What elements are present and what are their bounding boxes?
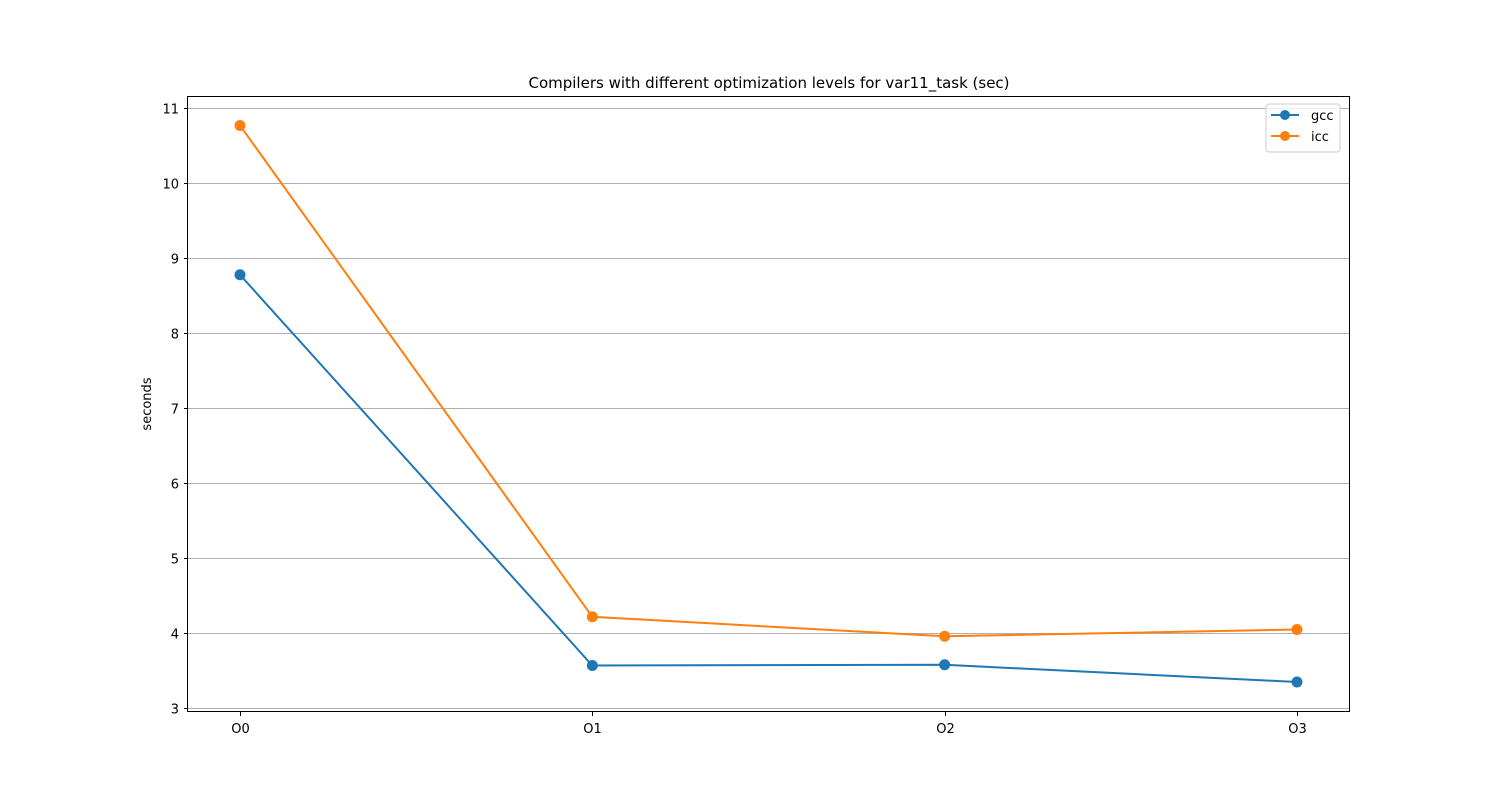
axes: 3 4 5 6 7 8 9 10 11 O0 O1 O2 O3	[162, 103, 1306, 738]
gridlines	[188, 108, 1350, 709]
data-point-gcc	[234, 269, 246, 281]
data-point-icc	[939, 630, 951, 642]
legend-marker-gcc	[1280, 110, 1290, 120]
series-line-gcc	[239, 274, 1298, 683]
y-axis-label: seconds	[140, 377, 155, 430]
x-tick-label: O0	[231, 722, 250, 737]
series-line-icc	[239, 124, 1298, 638]
data-point-icc	[234, 120, 246, 131]
legend-label-gcc: gcc	[1311, 109, 1334, 124]
legend-label-icc: icc	[1311, 130, 1329, 145]
y-tick-label: 10	[162, 178, 179, 193]
x-tick-label: O1	[583, 722, 602, 737]
y-tick-label: 4	[171, 628, 179, 643]
data-point-gcc	[939, 659, 951, 671]
data-point-icc	[586, 611, 598, 623]
y-tick-label: 3	[171, 703, 179, 718]
y-tick-label: 6	[171, 478, 179, 493]
x-tick-label: O2	[936, 722, 955, 737]
chart-title: Compilers with different optimization le…	[528, 74, 1009, 93]
data-point-gcc	[586, 660, 598, 671]
x-tick-label: O3	[1288, 722, 1307, 737]
y-tick-label: 7	[171, 403, 179, 418]
series-group	[234, 120, 1303, 688]
y-tick-label: 8	[171, 328, 179, 343]
data-point-icc	[1291, 624, 1303, 635]
y-tick-label: 5	[171, 553, 179, 568]
data-point-gcc	[1291, 676, 1303, 688]
legend: gcc icc	[1265, 103, 1341, 153]
y-tick-label: 11	[162, 103, 179, 118]
plot-area-frame	[187, 96, 1350, 712]
y-tick-label: 9	[171, 253, 179, 268]
legend-marker-icc	[1280, 131, 1290, 141]
